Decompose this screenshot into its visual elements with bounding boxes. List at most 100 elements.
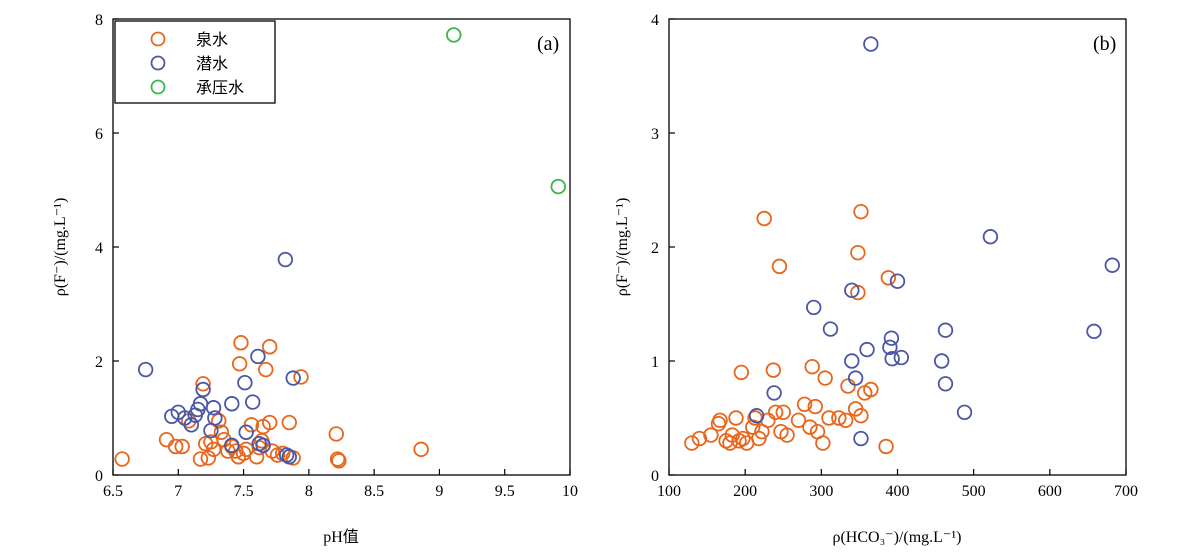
panel-a-point-spring-8 xyxy=(200,450,217,466)
panel-b-xtick-label-1: 200 xyxy=(733,483,757,500)
panel-b-ticks: 100 200 300 400 500 600 700 0 1 2 3 4 xyxy=(651,12,1138,500)
legend-label-spring: 泉水 xyxy=(196,30,228,49)
panel-a-ytick-label-1: 2 xyxy=(95,354,103,371)
panel-a-point-spring-11 xyxy=(211,413,227,429)
panel-a-ylabel: ρ(F⁻)/(mg.L⁻¹) xyxy=(52,198,69,297)
panel-b-ytick-label-1: 1 xyxy=(651,354,659,371)
panel-a-point-phreatic-21 xyxy=(278,447,295,463)
panel-a-xtick-label-4: 8.5 xyxy=(364,483,384,500)
panel-b-point-spring-23 xyxy=(775,404,791,421)
panel-a-point-phreatic-23 xyxy=(285,370,301,386)
legend-marker-spring xyxy=(150,31,166,47)
panel-b-point-spring-32 xyxy=(817,370,833,386)
panel-a-ytick-label-3: 6 xyxy=(95,126,103,143)
panel-b-point-spring-35 xyxy=(838,412,854,428)
panel-b-point-spring-17 xyxy=(756,210,772,227)
panel-b-point-phreatic-16 xyxy=(937,322,954,338)
panel-a-xtick-label-3: 8 xyxy=(305,483,313,500)
panel-a-xtick-label-6: 9.5 xyxy=(495,483,515,500)
panel-b-label: (b) xyxy=(1093,33,1116,55)
panel-b-point-phreatic-11 xyxy=(883,330,900,346)
panel-b-point-spring-6 xyxy=(722,435,738,451)
panel-a-point-spring-3 xyxy=(174,438,190,455)
panel-a-point-phreatic-13 xyxy=(224,437,240,454)
panel-a-point-phreatic-4 xyxy=(183,417,200,433)
panel-b-point-spring-2 xyxy=(703,427,719,443)
panel-b-point-phreatic-13 xyxy=(889,273,906,289)
panel-a-xlabel: pH值 xyxy=(323,528,359,546)
legend-label-phreatic: 潜水 xyxy=(196,54,228,73)
panel-a-point-confined-0 xyxy=(446,27,462,43)
panel-b-point-spring-34 xyxy=(831,410,847,426)
panel-b-point-phreatic-0 xyxy=(748,408,765,424)
panel-b-xtick-label-2: 300 xyxy=(809,483,833,500)
panel-b-point-spring-1 xyxy=(691,430,708,447)
legend-box xyxy=(114,20,276,104)
panel-a-point-phreatic-10 xyxy=(205,400,222,416)
panel-a-point-spring-12 xyxy=(213,424,230,440)
panel-b-point-spring-43 xyxy=(863,381,879,398)
panel-b-point-spring-38 xyxy=(850,244,866,261)
panel-a-point-spring-18 xyxy=(231,356,248,372)
panel-b-point-phreatic-15 xyxy=(933,353,950,369)
panel-b-point-phreatic-8 xyxy=(859,341,875,358)
panel-b-point-phreatic-21 xyxy=(1104,257,1120,273)
panel-b-point-spring-19 xyxy=(765,362,782,378)
panel-a: 6.5 7 7.5 8 8.5 9 9.5 10 0 2 4 6 8 (a) pH值 ρ(F⁻)/(mg… xyxy=(52,12,578,546)
panel-b-point-spring-0 xyxy=(684,435,700,451)
panel-b-point-phreatic-10 xyxy=(882,339,898,356)
panel-a-point-phreatic-22 xyxy=(281,449,297,465)
panel-b-point-spring-8 xyxy=(728,410,744,426)
panel-b-ytick-label-3: 3 xyxy=(651,126,659,143)
panel-b-xtick-label-4: 500 xyxy=(962,483,986,500)
legend-label-confined: 承压水 xyxy=(196,78,244,97)
panel-b-point-spring-33 xyxy=(821,410,837,426)
panel-b-ytick-label-0: 0 xyxy=(651,468,659,485)
panel-a-ytick-label-2: 4 xyxy=(95,240,103,257)
panel-b-point-phreatic-14 xyxy=(893,349,910,366)
panel-a-point-spring-28 xyxy=(261,339,278,355)
panel-a-point-phreatic-11 xyxy=(207,410,223,426)
panel-b-point-phreatic-9 xyxy=(863,36,879,52)
panel-a-point-spring-5 xyxy=(192,451,209,467)
panel-b-point-phreatic-4 xyxy=(844,353,860,369)
panel-a-xtick-label-1: 7 xyxy=(174,483,182,500)
panel-a-point-spring-6 xyxy=(195,376,211,392)
panel-a-ytick-label-4: 8 xyxy=(95,12,103,29)
panel-b-point-spring-26 xyxy=(796,396,813,413)
panel-a-point-spring-33 xyxy=(281,414,297,431)
panel-b-point-spring-27 xyxy=(802,419,818,435)
panel-b-point-spring-41 xyxy=(853,408,869,424)
panel-b-point-spring-20 xyxy=(767,404,784,421)
panel-b-point-phreatic-12 xyxy=(884,351,900,367)
panel-b-frame xyxy=(668,18,1127,476)
panel-b-ytick-label-4: 4 xyxy=(651,12,659,29)
panel-b-point-spring-21 xyxy=(771,258,788,275)
panel-a-point-spring-0 xyxy=(114,451,130,467)
panel-b-point-phreatic-7 xyxy=(853,430,869,447)
panel-a-point-spring-36 xyxy=(328,426,344,442)
panel-a-xtick-label-7: 10 xyxy=(562,483,578,500)
panel-a-point-phreatic-8 xyxy=(195,381,211,398)
panel-a-xtick-label-2: 7.5 xyxy=(234,483,254,500)
panel-a-point-phreatic-14 xyxy=(237,374,253,391)
panel-b-point-spring-36 xyxy=(840,378,856,394)
panel-a-point-spring-37 xyxy=(329,451,346,467)
panel-b: 100 200 300 400 500 600 700 0 1 2 3 4 (b) ρ(HCO₃⁻)/… xyxy=(614,12,1138,546)
panel-a-points xyxy=(114,27,566,469)
panel-b-point-phreatic-6 xyxy=(847,370,864,386)
panel-b-xtick-label-5: 600 xyxy=(1038,483,1062,500)
legend-marker-phreatic xyxy=(150,55,166,71)
panel-a-point-phreatic-0 xyxy=(137,361,154,378)
panel-a-point-phreatic-19 xyxy=(255,437,271,454)
panel-a-point-phreatic-16 xyxy=(245,394,261,410)
legend: 泉水 潜水 承压水 xyxy=(114,20,276,104)
panel-b-point-spring-29 xyxy=(807,398,823,415)
panel-a-xtick-label-0: 6.5 xyxy=(103,483,123,500)
panel-b-point-spring-10 xyxy=(733,364,750,381)
panel-b-point-spring-24 xyxy=(779,427,795,443)
panel-a-point-spring-38 xyxy=(331,453,347,469)
panel-b-point-spring-44 xyxy=(878,438,894,455)
panel-b-point-spring-15 xyxy=(751,430,767,447)
panel-b-point-spring-28 xyxy=(804,359,820,375)
